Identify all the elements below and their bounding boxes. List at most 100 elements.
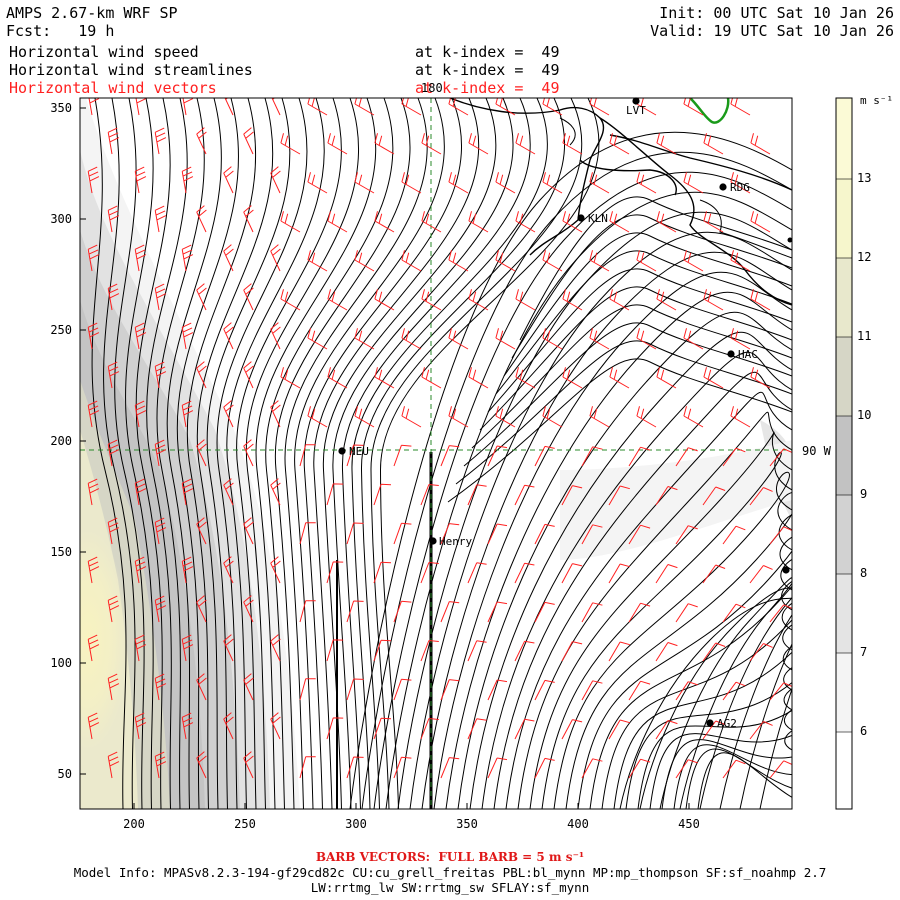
- y-tick-150: 150: [50, 545, 86, 559]
- wind-barb: [270, 166, 281, 194]
- station-edge-east[interactable]: [782, 566, 790, 574]
- y-tick-label-250: 250: [50, 323, 72, 337]
- y-tick-50: 50: [58, 767, 86, 781]
- wind-barb: [181, 400, 194, 428]
- wind-barb: [154, 127, 167, 155]
- colorbar-label-6: 6: [860, 724, 867, 738]
- field-name-3: Horizontal wind vectors: [9, 79, 217, 97]
- wind-barb: [655, 486, 678, 506]
- wind-barb: [154, 439, 167, 467]
- wind-barb: [243, 127, 254, 155]
- wind-barb: [534, 523, 555, 545]
- station-neu[interactable]: NEU: [338, 445, 369, 458]
- wind-barb: [628, 524, 651, 545]
- y-tick-250: 250: [50, 323, 86, 337]
- wind-barb: [393, 756, 412, 779]
- streamline: [673, 688, 792, 809]
- wind-barb: [270, 634, 281, 662]
- wind-barb: [354, 172, 375, 194]
- wind-barb: [181, 322, 194, 350]
- y-tick-label-350: 350: [50, 101, 72, 115]
- colorbar-bin: [836, 495, 852, 574]
- wind-barb: [327, 367, 348, 389]
- wind-barb: [561, 563, 583, 584]
- station-ag2[interactable]: AG2: [706, 717, 737, 730]
- station-hac[interactable]: HAC: [727, 348, 758, 361]
- wind-barb: [675, 681, 698, 701]
- wind-barb: [223, 244, 234, 272]
- station-kln[interactable]: KLN: [577, 212, 608, 225]
- init-time: Init: 00 UTC Sat 10 Jan 26: [659, 4, 894, 22]
- streamline: [125, 98, 154, 809]
- wind-barb: [769, 448, 792, 467]
- wind-barb: [393, 678, 412, 701]
- wind-barb: [393, 600, 412, 623]
- wind-barb: [327, 211, 348, 233]
- streamline: [445, 291, 792, 809]
- wind-barb: [589, 328, 610, 350]
- colorbar-unit: m s⁻¹: [860, 94, 893, 107]
- wind-barb: [636, 328, 657, 350]
- colorbar-label-10: 10: [857, 408, 871, 422]
- streamline: [255, 98, 377, 809]
- wind-barb: [542, 406, 563, 428]
- station-label-henry: Henry: [439, 535, 472, 548]
- wind-barb: [769, 526, 792, 545]
- streamline: [685, 709, 792, 809]
- wind-barb: [134, 322, 147, 350]
- streamline: [361, 151, 792, 809]
- station-henry[interactable]: Henry: [429, 535, 472, 548]
- wind-barb: [534, 757, 555, 779]
- station-rdg[interactable]: RDG: [719, 181, 750, 194]
- streamline: [176, 98, 240, 809]
- wind-barb: [223, 556, 234, 584]
- streamline: [697, 730, 792, 809]
- wind-barb: [769, 604, 792, 623]
- wind-barb: [730, 250, 751, 272]
- streamline: [370, 98, 583, 809]
- station-lvt[interactable]: LVT: [626, 97, 646, 117]
- terrain-contour: [689, 98, 730, 124]
- y-tick-label-200: 200: [50, 434, 72, 448]
- streamline: [503, 232, 792, 377]
- streamlines: [91, 98, 792, 809]
- wind-barb: [421, 133, 442, 155]
- streamline: [481, 351, 792, 809]
- wind-barb: [467, 718, 487, 740]
- station-label-lvt: LVT: [626, 104, 646, 117]
- wind-barb: [609, 133, 630, 155]
- wind-barb: [299, 600, 316, 623]
- streamline: [529, 431, 792, 809]
- streamline: [517, 411, 792, 809]
- x-tick-400: 400: [567, 803, 589, 831]
- wind-barb: [467, 640, 487, 662]
- wind-barb: [467, 484, 487, 506]
- streamline: [589, 536, 792, 809]
- wind-barb: [270, 556, 281, 584]
- colorbar-bin: [836, 179, 852, 258]
- station-label-neu: NEU: [349, 445, 369, 458]
- wind-barb: [468, 367, 489, 389]
- wind-barb: [581, 602, 603, 623]
- wind-barb: [299, 444, 316, 467]
- streamline: [495, 250, 792, 395]
- wind-barb: [374, 133, 395, 155]
- wind-barb: [181, 244, 194, 272]
- wind-barb: [243, 751, 254, 779]
- wind-barb: [534, 601, 555, 623]
- y-tick-200: 200: [50, 434, 86, 448]
- x-tick-250: 250: [234, 803, 256, 831]
- wind-barb: [730, 172, 751, 194]
- wind-barb: [243, 205, 254, 233]
- colorbar-bin: [836, 574, 852, 653]
- wind-barb: [487, 445, 508, 467]
- wind-barbs: [87, 98, 792, 779]
- station-edge-ne[interactable]: [787, 237, 793, 243]
- streamline: [226, 98, 325, 809]
- streamline: [637, 624, 792, 809]
- wind-barb: [243, 361, 254, 389]
- wind-barb: [243, 439, 254, 467]
- wind-barb: [373, 717, 392, 740]
- colorbar-label-13: 13: [857, 171, 871, 185]
- wind-barb: [514, 484, 535, 506]
